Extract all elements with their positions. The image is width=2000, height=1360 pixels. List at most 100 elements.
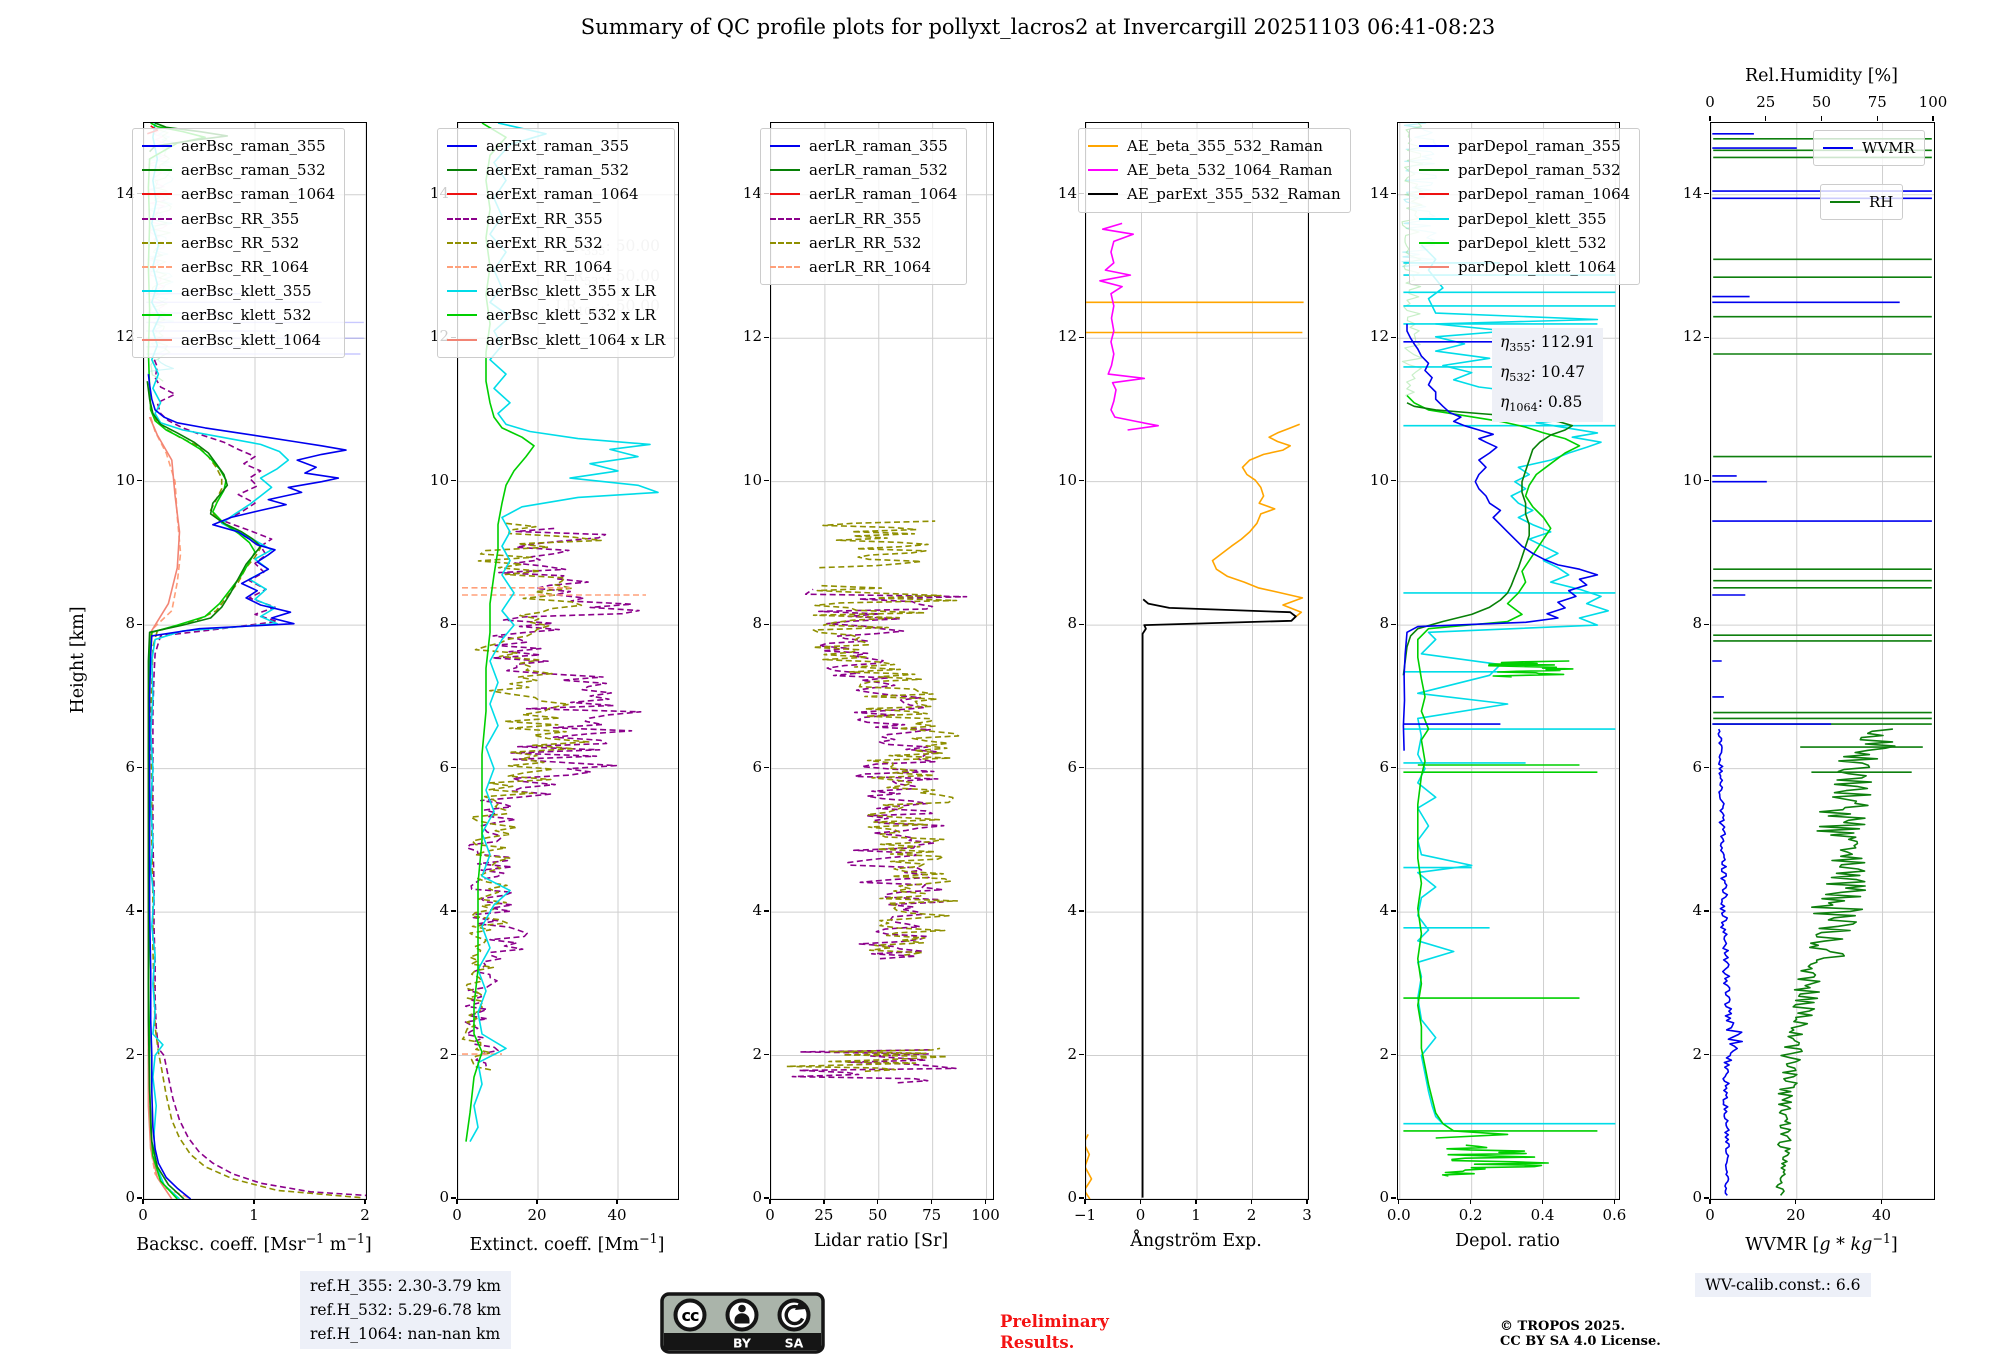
legend-label: aerLR_RR_355 [809,209,922,228]
x-tick [1398,1199,1400,1204]
legend-label: aerBsc_klett_1064 [181,330,322,349]
y-tick [1079,623,1084,625]
top-tick [1820,116,1823,121]
panel-angstroem-legend: AE_beta_355_532_Raman AE_beta_532_1064_Ra… [1078,128,1351,213]
legend-item: aerExt_raman_355 [447,134,665,158]
legend-item: parDepol_raman_355 [1419,134,1630,158]
y-tick-label: 0 [752,1188,762,1206]
legend-label: RH [1869,193,1894,212]
x-tick-label: 2 [360,1206,370,1224]
y-tick-label: 6 [752,757,762,776]
legend-swatch [1419,145,1449,148]
legend-label: aerBsc_raman_355 [181,137,326,156]
y-tick-label: 14 [742,183,762,202]
legend-item: aerExt_RR_532 [447,231,665,255]
y-tick-label: 0 [439,1188,449,1206]
y-tick-label: 2 [125,1044,135,1063]
legend-swatch [142,290,172,293]
legend-label: aerLR_RR_1064 [809,258,932,277]
legend-item: aerBsc_klett_355 [142,279,335,303]
y-tick-label: 14 [1057,183,1077,202]
legend-item: AE_beta_355_532_Raman [1088,134,1341,158]
panel-depol-annotation: η355: 112.91 η532: 10.47 η1064: 0.85 [1492,328,1603,423]
y-tick [1079,336,1084,338]
legend-swatch [142,338,172,341]
legend-label: aerExt_RR_532 [486,233,603,252]
wv-calib-annotation: WV-calib.const.: 6.6 [1695,1273,1871,1297]
series-parDepol_klett_532-spikes [1403,764,1598,1132]
x-tick-label: 0 [452,1206,462,1224]
top-tick-label: 25 [1756,93,1776,111]
y-tick-label: 6 [1067,757,1077,776]
y-tick-label: 4 [1067,901,1077,920]
x-tick-label: 20 [527,1206,547,1224]
reference-height-annotation: ref.H_355: 2.30-3.79 km ref.H_532: 5.29-… [300,1271,511,1349]
legend-label: aerBsc_klett_532 [181,306,312,325]
legend-label: AE_beta_355_532_Raman [1127,137,1323,156]
panel-wvmr-legend: WVMR [1813,130,1925,167]
y-tick-label: 12 [1057,327,1077,346]
series-parDepol_raman_532 [1402,402,1574,676]
annotation-line: η1064: 0.85 [1500,393,1583,415]
x-tick [253,1199,255,1204]
y-tick [1704,1053,1709,1056]
legend-label: aerBsc_klett_1064 x LR [486,330,666,349]
y-tick-label: 4 [1692,901,1702,920]
y-tick-label: 6 [439,757,449,776]
x-tick-label: 0.0 [1386,1206,1411,1224]
top-tick [1765,116,1767,121]
legend-label: parDepol_klett_532 [1458,233,1607,252]
y-tick-label: 8 [752,614,762,633]
x-tick [1613,1199,1616,1204]
y-tick [137,623,142,625]
y-tick [1079,910,1084,912]
legend-item: aerLR_raman_1064 [770,182,957,206]
x-tick [1880,1199,1883,1204]
figure-title: Summary of QC profile plots for pollyxt_… [580,15,1496,39]
x-tick-label: −1 [1073,1206,1097,1224]
legend-label: parDepol_raman_355 [1458,137,1621,156]
y-tick [1704,623,1709,625]
legend-swatch [770,266,800,269]
x-tick [536,1199,538,1204]
series-aerExt_RR_355 [464,527,642,1067]
series-WVMR [1717,728,1743,1196]
y-tick [451,767,456,769]
y-tick [1704,480,1709,482]
y-tick-label: 8 [1379,614,1389,633]
x-axis-label-extinct: Extinct. coeff. [Mm−1] [469,1231,665,1255]
top-tick-label: 75 [1867,93,1887,111]
legend-label: parDepol_raman_1064 [1458,185,1631,204]
legend-swatch [142,169,172,172]
preliminary-results-note: Preliminary Results. [1000,1312,1109,1352]
series-parDepol_klett_532-blob [1488,660,1574,678]
x-tick-label: 0 [1135,1206,1146,1224]
legend-swatch [1088,145,1118,148]
legend-label: aerExt_RR_1064 [486,258,613,277]
y-tick-label: 12 [1682,327,1702,346]
top-tick [1932,116,1934,121]
y-tick [451,1197,456,1199]
series-aerExt_RR_532 [461,522,602,1071]
top-tick [1876,116,1878,121]
legend-swatch [770,145,800,148]
y-tick [764,1197,769,1199]
legend-swatch [770,193,800,196]
y-tick [1391,767,1396,769]
badge-by-label: BY [733,1336,752,1351]
x-tick [142,1199,144,1204]
y-tick [1704,910,1709,912]
y-tick [137,1053,142,1056]
series-AE_beta_355_532-spikes [1086,301,1304,334]
series-aerLR_RR_355 [804,588,968,960]
y-tick-label: 12 [1369,327,1389,346]
y-tick-label: 12 [115,327,135,346]
legend-item: AE_beta_532_1064_Raman [1088,158,1341,182]
x-tick-label: 1 [1191,1206,1201,1224]
x-tick [1139,1199,1142,1204]
panel-angstroem-plot [1086,123,1308,1199]
legend-label: aerExt_raman_532 [486,161,629,180]
y-tick [1704,193,1709,195]
x-tick [1470,1199,1472,1204]
legend-item: aerBsc_klett_355 x LR [447,279,665,303]
